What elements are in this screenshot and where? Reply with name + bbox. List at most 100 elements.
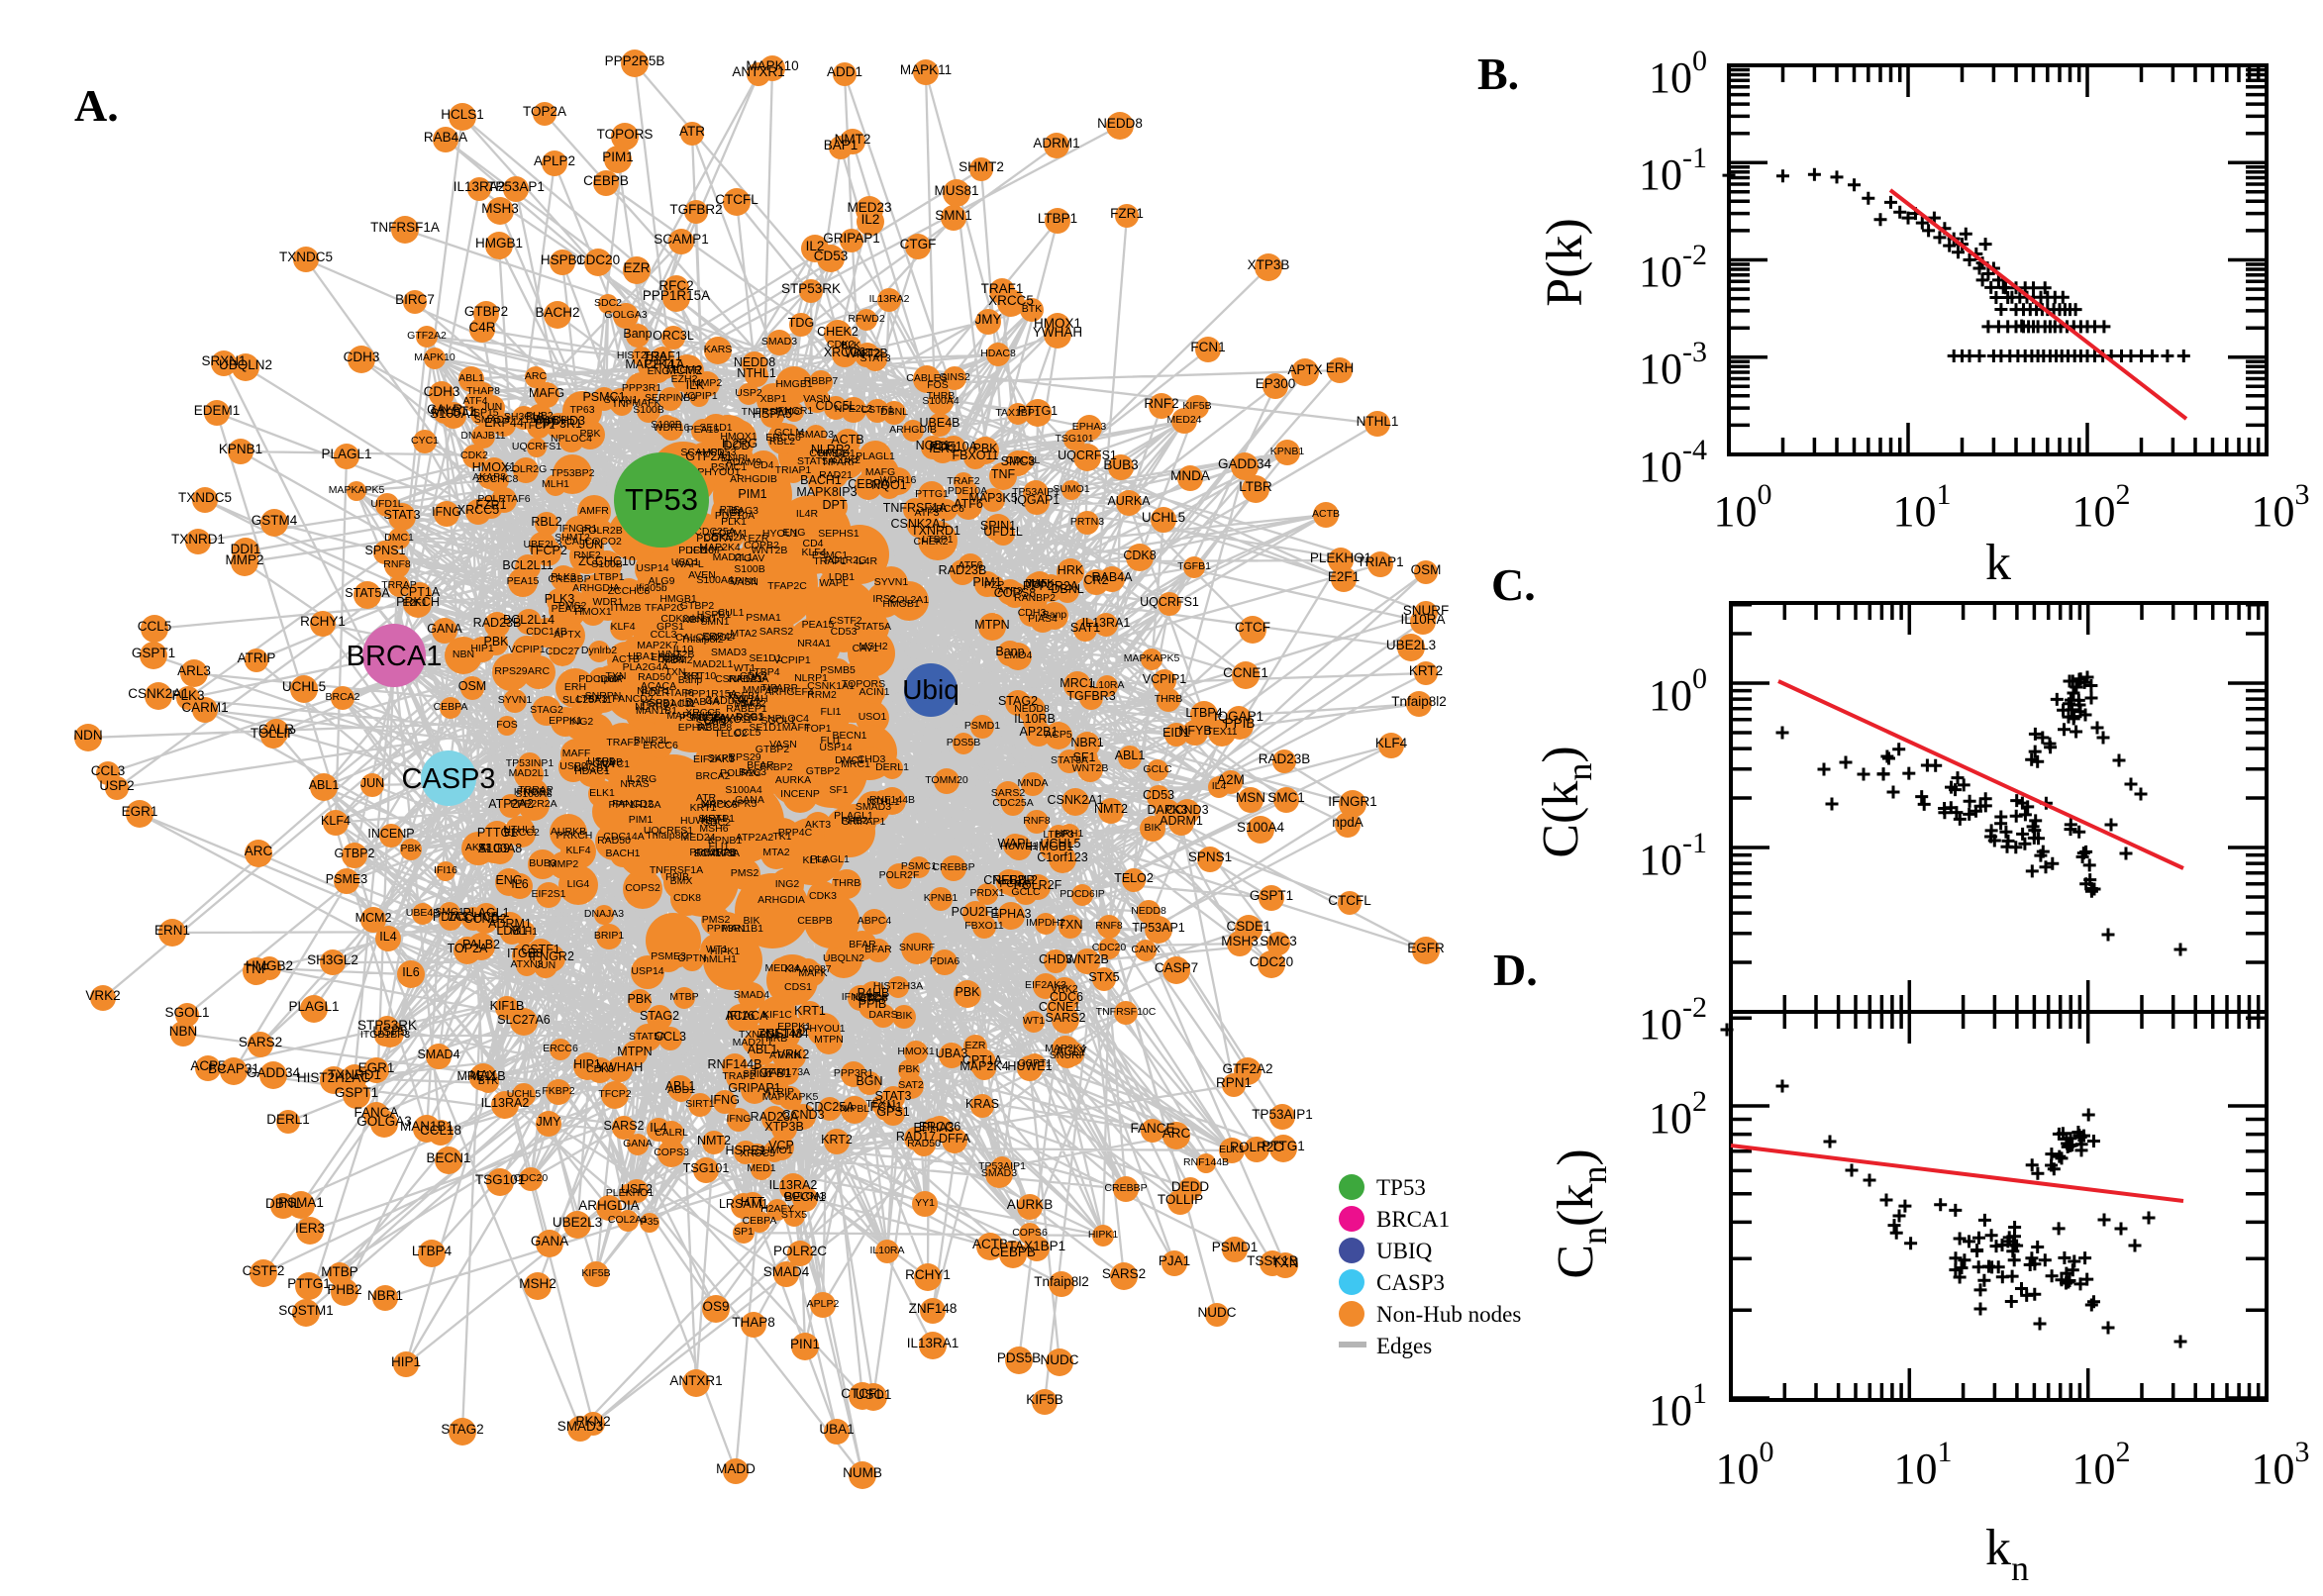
- svg-text:FOS: FOS: [496, 719, 518, 731]
- svg-text:IL13RA2: IL13RA2: [454, 179, 506, 194]
- svg-text:PIN1: PIN1: [790, 1337, 820, 1351]
- svg-text:CD4: CD4: [802, 538, 823, 549]
- svg-text:CSTF2: CSTF2: [243, 1263, 285, 1278]
- svg-text:CDC25A: CDC25A: [992, 797, 1033, 809]
- svg-text:PPP4C: PPP4C: [778, 827, 813, 839]
- svg-text:JMY: JMY: [537, 1115, 562, 1129]
- svg-text:BMX: BMX: [670, 875, 693, 887]
- svg-text:EIF2AK3: EIF2AK3: [1025, 979, 1066, 991]
- svg-text:BCL2L14: BCL2L14: [503, 613, 555, 627]
- svg-text:WT1: WT1: [706, 944, 728, 955]
- svg-text:IER3: IER3: [929, 442, 957, 455]
- svg-text:HMGB2: HMGB2: [246, 958, 293, 973]
- svg-text:KIF1B: KIF1B: [490, 999, 525, 1013]
- svg-text:CD4: CD4: [753, 459, 773, 471]
- svg-text:UBE4B: UBE4B: [406, 907, 440, 919]
- svg-text:PRDX1: PRDX1: [969, 887, 1004, 899]
- svg-text:CDKN2A: CDKN2A: [704, 532, 747, 544]
- svg-text:NBN: NBN: [682, 614, 704, 626]
- svg-text:SAT2: SAT2: [741, 698, 766, 710]
- svg-text:FLI1: FLI1: [708, 841, 729, 852]
- svg-text:GTBP2: GTBP2: [680, 600, 715, 612]
- svg-text:SAT2: SAT2: [898, 1079, 924, 1091]
- svg-text:TXNRD1: TXNRD1: [171, 532, 225, 547]
- svg-text:PSMD1: PSMD1: [1212, 1240, 1259, 1254]
- svg-text:EZR: EZR: [749, 533, 769, 545]
- svg-text:C4R: C4R: [468, 320, 495, 335]
- svg-text:TRRAP: TRRAP: [518, 784, 554, 796]
- svg-text:TK1: TK1: [681, 670, 700, 682]
- svg-text:PDE10A: PDE10A: [930, 440, 978, 453]
- svg-text:ELK1: ELK1: [1219, 1144, 1245, 1155]
- svg-text:ATF3: ATF3: [915, 507, 940, 519]
- svg-text:NFE2L2: NFE2L2: [992, 873, 1038, 887]
- svg-text:NEDD8: NEDD8: [1131, 905, 1166, 917]
- svg-text:GOLGA3: GOLGA3: [604, 309, 647, 321]
- svg-text:THRB: THRB: [833, 877, 861, 889]
- svg-text:ATF6: ATF6: [959, 559, 983, 571]
- svg-text:KRT1: KRT1: [690, 802, 717, 814]
- svg-text:KRT2: KRT2: [855, 348, 881, 359]
- svg-text:TXNDC5: TXNDC5: [178, 490, 232, 505]
- svg-text:BLK: BLK: [841, 340, 860, 351]
- svg-text:ERCC6: ERCC6: [919, 1120, 960, 1134]
- svg-text:MMP2: MMP2: [692, 377, 722, 389]
- svg-text:CALR: CALR: [258, 722, 294, 737]
- svg-text:SMN1: SMN1: [700, 616, 729, 628]
- svg-text:APLP2: APLP2: [807, 1298, 840, 1310]
- svg-text:RNF2: RNF2: [1144, 396, 1178, 411]
- svg-text:GADD34: GADD34: [705, 695, 747, 707]
- svg-text:S100A4: S100A4: [696, 574, 734, 586]
- svg-text:RAB4A: RAB4A: [424, 130, 467, 145]
- svg-text:npdA: npdA: [1332, 815, 1364, 830]
- svg-text:NEDD8: NEDD8: [853, 992, 888, 1004]
- svg-text:FLI1: FLI1: [820, 706, 841, 718]
- svg-text:RANBP2: RANBP2: [1014, 592, 1056, 604]
- svg-text:CSNK2A1: CSNK2A1: [128, 686, 189, 701]
- svg-text:DBNL: DBNL: [265, 1196, 302, 1211]
- svg-text:TOMM20: TOMM20: [925, 774, 968, 786]
- svg-text:ACP5: ACP5: [190, 1058, 225, 1073]
- svg-text:ITM2B: ITM2B: [611, 602, 642, 614]
- svg-text:TK1: TK1: [772, 831, 791, 843]
- svg-text:GTF2A1: GTF2A1: [685, 449, 732, 463]
- svg-text:GCLC: GCLC: [1011, 886, 1041, 898]
- svg-text:ZNF148: ZNF148: [909, 1301, 958, 1316]
- svg-text:MAFG: MAFG: [529, 386, 564, 400]
- svg-text:INCENP: INCENP: [367, 827, 414, 841]
- svg-text:NDN: NDN: [73, 728, 102, 743]
- svg-text:NQO1: NQO1: [871, 478, 906, 492]
- svg-text:SNRPN: SNRPN: [585, 690, 622, 702]
- svg-text:MCM2: MCM2: [666, 363, 703, 377]
- svg-text:RCHY1: RCHY1: [300, 614, 346, 629]
- svg-text:MTPN: MTPN: [974, 618, 1009, 632]
- svg-text:HIST2H3A: HIST2H3A: [617, 349, 666, 361]
- svg-text:MSH3: MSH3: [481, 201, 519, 216]
- svg-text:HSPB1: HSPB1: [642, 697, 676, 709]
- svg-text:PSMA1: PSMA1: [278, 1195, 324, 1210]
- svg-text:ZNF148: ZNF148: [758, 1027, 802, 1041]
- svg-text:CPT1A: CPT1A: [400, 585, 441, 599]
- svg-text:HMGB1: HMGB1: [882, 598, 920, 610]
- svg-text:PDS5B: PDS5B: [997, 1350, 1041, 1365]
- svg-text:RBBP8: RBBP8: [698, 722, 733, 734]
- svg-text:OPTN: OPTN: [677, 952, 706, 964]
- svg-text:SCAMP1: SCAMP1: [654, 232, 709, 247]
- svg-text:XRCC5: XRCC5: [685, 707, 721, 719]
- svg-text:PHYOU1: PHYOU1: [697, 466, 740, 478]
- svg-text:PTTG1: PTTG1: [1018, 404, 1058, 418]
- svg-text:STAG2: STAG2: [640, 1009, 679, 1023]
- svg-text:Non-Hub nodes: Non-Hub nodes: [1376, 1302, 1521, 1327]
- svg-text:XBP1: XBP1: [760, 393, 787, 405]
- svg-text:RAD50: RAD50: [638, 671, 671, 683]
- svg-text:RFC2: RFC2: [658, 278, 693, 293]
- svg-text:XRCC5: XRCC5: [740, 1147, 775, 1159]
- svg-text:RAD23B: RAD23B: [1259, 751, 1311, 766]
- svg-text:ADRM1: ADRM1: [488, 917, 532, 931]
- svg-text:VCP: VCP: [768, 1139, 794, 1152]
- svg-text:UCHL5: UCHL5: [507, 1088, 542, 1100]
- svg-text:TGFBR2: TGFBR2: [669, 202, 722, 217]
- svg-text:STAT5A: STAT5A: [345, 586, 390, 600]
- svg-text:PPP2R2A: PPP2R2A: [1023, 579, 1079, 593]
- svg-text:TGFB1: TGFB1: [727, 690, 760, 702]
